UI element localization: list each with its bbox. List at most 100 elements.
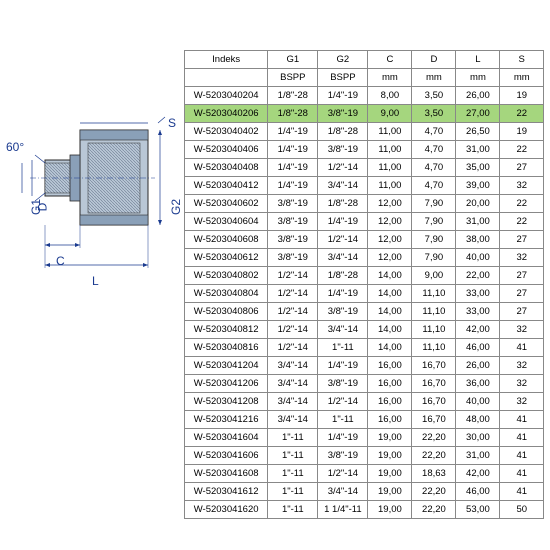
table-row: W-52030406123/8"-193/4"-1412,007,9040,00…	[185, 249, 544, 267]
table-cell: 14,00	[368, 285, 412, 303]
table-cell: 32	[500, 321, 544, 339]
table-cell: 19,00	[368, 465, 412, 483]
table-row: W-52030416121"-113/4"-1419,0022,2046,004…	[185, 483, 544, 501]
table-cell: W-5203041206	[185, 375, 268, 393]
unit-s: mm	[500, 69, 544, 87]
col-s: S	[500, 51, 544, 69]
table-cell: 16,70	[412, 357, 456, 375]
table-cell: 22,20	[412, 447, 456, 465]
table-cell: 22,20	[412, 501, 456, 519]
table-cell: 1"-11	[268, 447, 318, 465]
table-cell: W-5203041612	[185, 483, 268, 501]
table-cell: W-5203041204	[185, 357, 268, 375]
table-cell: 3/8"-19	[318, 303, 368, 321]
table-cell: 32	[500, 375, 544, 393]
table-row: W-52030406083/8"-191/2"-1412,007,9038,00…	[185, 231, 544, 249]
table-cell: W-5203040608	[185, 231, 268, 249]
table-cell: 7,90	[412, 231, 456, 249]
table-cell: 11,10	[412, 285, 456, 303]
table-cell: 19,00	[368, 501, 412, 519]
table-cell: W-5203040204	[185, 87, 268, 105]
table-cell: 1/8"-28	[318, 267, 368, 285]
table-cell: 8,00	[368, 87, 412, 105]
table-cell: 36,00	[456, 375, 500, 393]
table-cell: 1"-11	[268, 429, 318, 447]
unit-g2: BSPP	[318, 69, 368, 87]
table-cell: 19	[500, 123, 544, 141]
table-cell: W-5203040804	[185, 285, 268, 303]
table-cell: W-5203040402	[185, 123, 268, 141]
table-cell: 46,00	[456, 339, 500, 357]
table-cell: 27	[500, 159, 544, 177]
table-cell: 42,00	[456, 321, 500, 339]
table-cell: 41	[500, 411, 544, 429]
table-cell: W-5203040816	[185, 339, 268, 357]
table-cell: 1/2"-14	[268, 321, 318, 339]
table-cell: 33,00	[456, 303, 500, 321]
table-cell: 22	[500, 141, 544, 159]
table-cell: 9,00	[368, 105, 412, 123]
table-cell: 1/4"-19	[318, 213, 368, 231]
table-cell: 22	[500, 195, 544, 213]
table-cell: W-5203041620	[185, 501, 268, 519]
table-cell: 14,00	[368, 267, 412, 285]
table-cell: 16,00	[368, 393, 412, 411]
table-cell: 7,90	[412, 213, 456, 231]
table-cell: 16,00	[368, 411, 412, 429]
table-cell: 27,00	[456, 105, 500, 123]
l-label: L	[92, 274, 99, 288]
table-cell: 22,20	[412, 429, 456, 447]
table-cell: 1/2"-14	[268, 285, 318, 303]
table-cell: 31,00	[456, 141, 500, 159]
table-cell: 22	[500, 213, 544, 231]
table-cell: 26,50	[456, 123, 500, 141]
table-cell: 19,00	[368, 483, 412, 501]
header-row-2: BSPP BSPP mm mm mm mm	[185, 69, 544, 87]
table-cell: 27	[500, 231, 544, 249]
table-cell: 41	[500, 339, 544, 357]
table-cell: 16,70	[412, 393, 456, 411]
table-cell: 11,10	[412, 321, 456, 339]
table-cell: 3/4"-14	[318, 249, 368, 267]
table-cell: 42,00	[456, 465, 500, 483]
table-cell: 20,00	[456, 195, 500, 213]
col-d: D	[412, 51, 456, 69]
table-row: W-52030416061"-113/8"-1919,0022,2031,004…	[185, 447, 544, 465]
table-row: W-52030412083/4"-141/2"-1416,0016,7040,0…	[185, 393, 544, 411]
table-cell: 53,00	[456, 501, 500, 519]
table-cell: 19,00	[368, 429, 412, 447]
s-label: S	[168, 116, 176, 130]
table-body: W-52030402041/8"-281/4"-198,003,5026,001…	[185, 87, 544, 519]
table-row: W-52030404121/4"-193/4"-1411,004,7039,00…	[185, 177, 544, 195]
table-row: W-52030404081/4"-191/2"-1411,004,7035,00…	[185, 159, 544, 177]
table-row: W-52030406043/8"-191/4"-1912,007,9031,00…	[185, 213, 544, 231]
table-cell: 27	[500, 267, 544, 285]
table-cell: 1/8"-28	[318, 123, 368, 141]
table-cell: 1/4"-19	[318, 429, 368, 447]
table-cell: 22	[500, 105, 544, 123]
table-cell: 14,00	[368, 339, 412, 357]
table-cell: 16,70	[412, 411, 456, 429]
table-cell: 14,00	[368, 303, 412, 321]
table-cell: 12,00	[368, 231, 412, 249]
table-cell: 11,10	[412, 303, 456, 321]
table-cell: 1/8"-28	[268, 105, 318, 123]
table-cell: 11,00	[368, 177, 412, 195]
table-cell: 46,00	[456, 483, 500, 501]
table-cell: 27	[500, 285, 544, 303]
table-cell: 12,00	[368, 195, 412, 213]
table-cell: W-5203040412	[185, 177, 268, 195]
table-cell: 3/8"-19	[268, 195, 318, 213]
table-row: W-52030408021/2"-141/8"-2814,009,0022,00…	[185, 267, 544, 285]
table-cell: W-5203040604	[185, 213, 268, 231]
table-cell: 14,00	[368, 321, 412, 339]
table-cell: 11,00	[368, 141, 412, 159]
table-cell: W-5203040612	[185, 249, 268, 267]
table-cell: W-5203041208	[185, 393, 268, 411]
table-row: W-52030406023/8"-191/8"-2812,007,9020,00…	[185, 195, 544, 213]
table-cell: 3/4"-14	[318, 177, 368, 195]
table-cell: 11,00	[368, 123, 412, 141]
unit-indeks	[185, 69, 268, 87]
table-cell: 41	[500, 465, 544, 483]
table-cell: 39,00	[456, 177, 500, 195]
